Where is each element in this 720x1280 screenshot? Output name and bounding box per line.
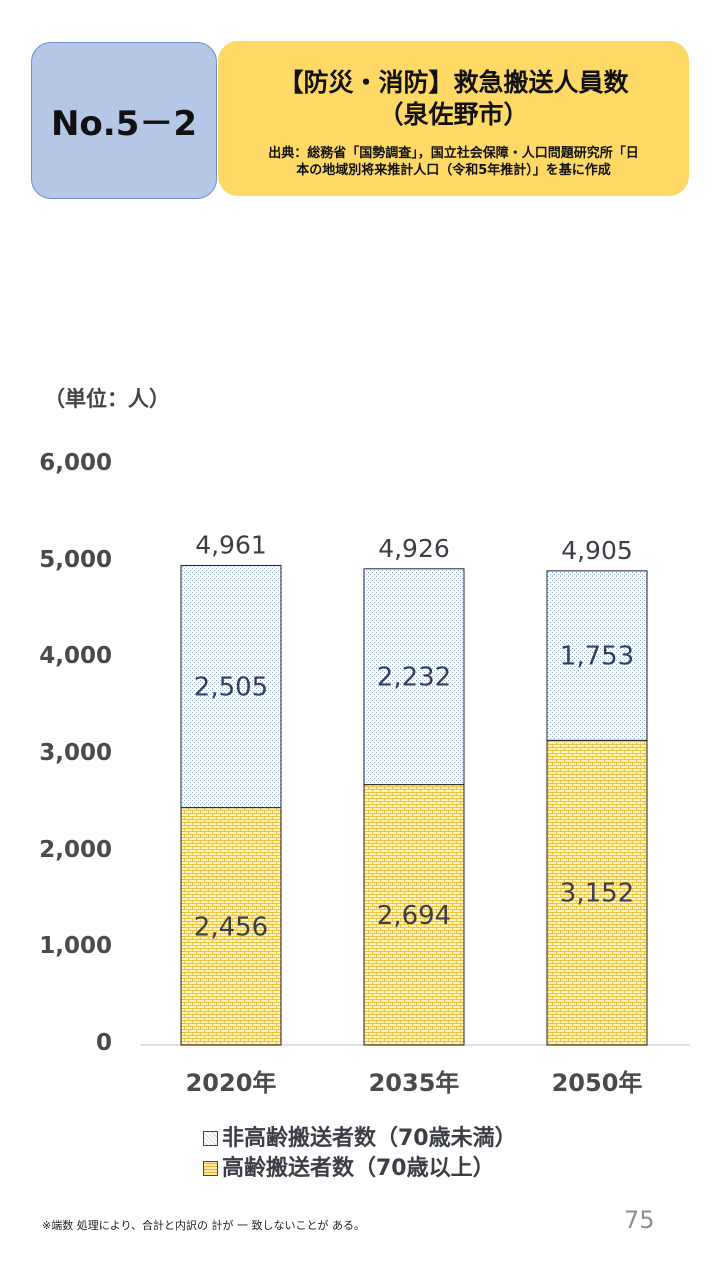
legend-swatch-dots (203, 1131, 218, 1146)
y-tick-label: 6,000 (39, 450, 112, 476)
legend-label-nonelderly: 非高齢搬送者数（70歳未満） (222, 1126, 517, 1151)
total-label: 4,905 (561, 536, 633, 565)
x-tick-label: 2050年 (551, 1069, 643, 1097)
bar-segment (180, 807, 282, 1046)
footnote: ※端数 処理により、合計と内訳の 計が 一 致しないことが ある。 (42, 1219, 366, 1232)
bar-segment (363, 568, 465, 786)
source-note: 出典：総務省「国勢調査」，国立社会保障・人口問題研究所「日 本の地域別将来推計人… (228, 145, 679, 179)
source-line-2: 本の地域別将来推計人口（令和5年推計）」を基に作成 (296, 163, 611, 178)
legend-item-elderly: 高齢搬送者数（70歳以上） (203, 1150, 495, 1182)
total-label: 4,926 (378, 534, 450, 563)
y-tick-label: 1,000 (39, 933, 112, 960)
data-label: 3,152 (560, 879, 634, 909)
legend-label-elderly: 高齢搬送者数（70歳以上） (222, 1156, 495, 1181)
legend-item-nonelderly: 非高齢搬送者数（70歳未満） (203, 1120, 517, 1152)
bar-segment (363, 784, 465, 1046)
title-line-1: 【防災・消防】救急搬送人員数 (278, 68, 629, 97)
data-label: 2,456 (194, 912, 268, 942)
data-label: 2,694 (377, 901, 451, 931)
bar-segment (180, 564, 282, 809)
page-number: 75 (624, 1206, 655, 1234)
data-label: 2,232 (377, 663, 451, 693)
data-label: 2,505 (194, 673, 268, 703)
unit-label: （単位：人） (44, 387, 170, 411)
y-tick-label: 2,000 (39, 836, 112, 863)
total-label: 4,961 (195, 530, 267, 559)
data-label: 1,753 (560, 642, 634, 672)
y-tick-label: 0 (95, 1030, 112, 1056)
bar-segment (546, 739, 648, 1046)
y-tick-label: 5,000 (39, 546, 112, 573)
chart-title: 【防災・消防】救急搬送人員数 （泉佐野市） (218, 67, 689, 131)
x-tick-label: 2035年 (368, 1069, 460, 1097)
source-line-1: 出典：総務省「国勢調査」，国立社会保障・人口問題研究所「日 (268, 146, 639, 161)
x-tick-label: 2020年 (185, 1069, 277, 1097)
slide-number-badge: No.5－2 (31, 42, 217, 199)
slide-number: No.5－2 (50, 104, 198, 144)
y-tick-label: 3,000 (39, 740, 112, 766)
y-tick-label: 4,000 (39, 643, 112, 670)
title-line-2: （泉佐野市） (378, 100, 529, 129)
title-box: 【防災・消防】救急搬送人員数 （泉佐野市） 出典：総務省「国勢調査」，国立社会保… (218, 41, 689, 196)
bar-segment (546, 570, 648, 741)
legend-swatch-brick (203, 1161, 218, 1176)
